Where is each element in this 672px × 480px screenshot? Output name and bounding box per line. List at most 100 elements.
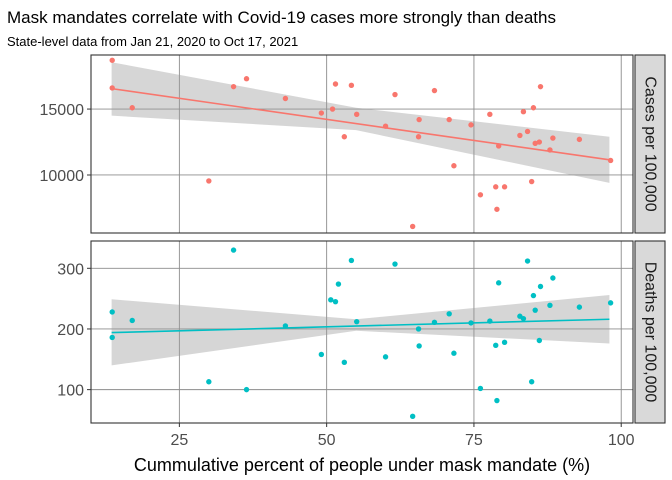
data-point bbox=[451, 163, 457, 169]
data-point bbox=[409, 223, 416, 230]
chart-subtitle: State-level data from Jan 21, 2020 to Oc… bbox=[7, 34, 298, 49]
data-point bbox=[468, 122, 474, 128]
confidence-band bbox=[111, 294, 610, 366]
data-point bbox=[392, 91, 398, 98]
data-point bbox=[446, 311, 452, 317]
x-tick-label: 75 bbox=[465, 432, 483, 449]
data-point bbox=[501, 339, 508, 346]
data-point bbox=[415, 326, 422, 332]
data-point bbox=[318, 351, 325, 358]
data-point bbox=[528, 178, 535, 185]
facet-strip bbox=[634, 240, 666, 424]
data-point bbox=[416, 343, 422, 349]
data-point bbox=[341, 359, 348, 366]
data-point bbox=[382, 354, 389, 360]
data-point bbox=[409, 413, 416, 420]
data-point bbox=[477, 385, 484, 392]
data-point bbox=[230, 247, 237, 253]
x-tick-label: 100 bbox=[608, 432, 635, 449]
panel-border bbox=[90, 240, 634, 424]
facet-strip-label: Cases per 100,000 bbox=[642, 76, 659, 211]
data-point bbox=[524, 258, 531, 264]
facet-strip-label: Deaths per 100,000 bbox=[642, 262, 659, 403]
data-point bbox=[243, 386, 250, 393]
data-point bbox=[501, 184, 508, 190]
x-axis-label: Cummulative percent of people under mask… bbox=[134, 455, 590, 475]
data-point bbox=[230, 83, 237, 90]
data-point bbox=[329, 106, 336, 112]
chart-title: Mask mandates correlate with Covid-19 ca… bbox=[7, 8, 556, 27]
data-point bbox=[494, 397, 500, 404]
data-point bbox=[517, 132, 523, 139]
data-point bbox=[109, 309, 115, 315]
data-point bbox=[431, 87, 438, 94]
data-point bbox=[576, 304, 583, 310]
data-point bbox=[416, 116, 422, 123]
data-point bbox=[129, 317, 135, 324]
confidence-band bbox=[111, 62, 610, 183]
data-point bbox=[532, 140, 538, 147]
trend-line bbox=[111, 318, 610, 334]
data-point bbox=[532, 307, 538, 313]
y-tick-label: 200 bbox=[57, 322, 84, 339]
data-point bbox=[536, 139, 543, 145]
data-point bbox=[353, 318, 360, 325]
data-point bbox=[520, 315, 527, 322]
data-point bbox=[348, 257, 355, 264]
x-axis: 25 50 75 100 bbox=[170, 423, 635, 449]
data-point bbox=[495, 280, 502, 286]
data-point bbox=[392, 261, 398, 267]
data-point bbox=[493, 342, 499, 349]
panel-background bbox=[91, 241, 633, 423]
data-point bbox=[530, 105, 537, 111]
data-point bbox=[550, 275, 556, 281]
data-point bbox=[547, 302, 553, 309]
trend-line bbox=[111, 87, 610, 161]
data-point bbox=[332, 81, 339, 87]
data-point bbox=[335, 281, 342, 287]
panel-2: 100 200 300 Deaths per 100,000 bbox=[57, 240, 666, 424]
data-point bbox=[524, 128, 531, 135]
data-point bbox=[477, 192, 484, 198]
data-point bbox=[576, 136, 583, 143]
data-point bbox=[493, 184, 499, 190]
data-point bbox=[607, 300, 614, 306]
data-point bbox=[282, 95, 289, 102]
data-point bbox=[536, 337, 543, 344]
data-point bbox=[348, 82, 355, 89]
data-point bbox=[332, 298, 339, 305]
data-point bbox=[494, 206, 500, 212]
data-point bbox=[129, 105, 135, 111]
y-tick-label: 15000 bbox=[40, 102, 85, 119]
data-point bbox=[528, 379, 535, 385]
x-tick-label: 50 bbox=[318, 432, 336, 449]
facet-strip bbox=[634, 54, 666, 234]
data-point bbox=[109, 57, 115, 63]
panel-1: 10000 15000 Cases per 100,000 bbox=[40, 54, 666, 234]
x-tick-label: 25 bbox=[170, 432, 188, 449]
data-point bbox=[487, 111, 493, 118]
data-point bbox=[451, 350, 457, 356]
y-tick-label: 10000 bbox=[40, 168, 85, 185]
panel-border bbox=[90, 54, 634, 234]
data-point bbox=[353, 111, 360, 118]
data-point bbox=[446, 116, 452, 123]
y-tick-label: 300 bbox=[57, 261, 84, 278]
data-point bbox=[415, 134, 422, 140]
data-point bbox=[206, 379, 212, 385]
data-point bbox=[550, 135, 556, 141]
data-point bbox=[341, 134, 348, 140]
y-tick-label: 100 bbox=[57, 383, 84, 400]
panels-group: 10000 15000 Cases per 100,000 100 200 300 Deat… bbox=[40, 54, 666, 424]
data-point bbox=[530, 292, 537, 299]
data-point bbox=[243, 76, 250, 82]
data-point bbox=[520, 108, 527, 115]
data-point bbox=[328, 297, 334, 303]
data-point bbox=[109, 334, 115, 341]
data-point bbox=[206, 178, 212, 184]
data-point bbox=[537, 83, 544, 90]
data-point bbox=[537, 283, 544, 290]
data-point bbox=[318, 110, 325, 116]
panel-background bbox=[91, 55, 633, 233]
